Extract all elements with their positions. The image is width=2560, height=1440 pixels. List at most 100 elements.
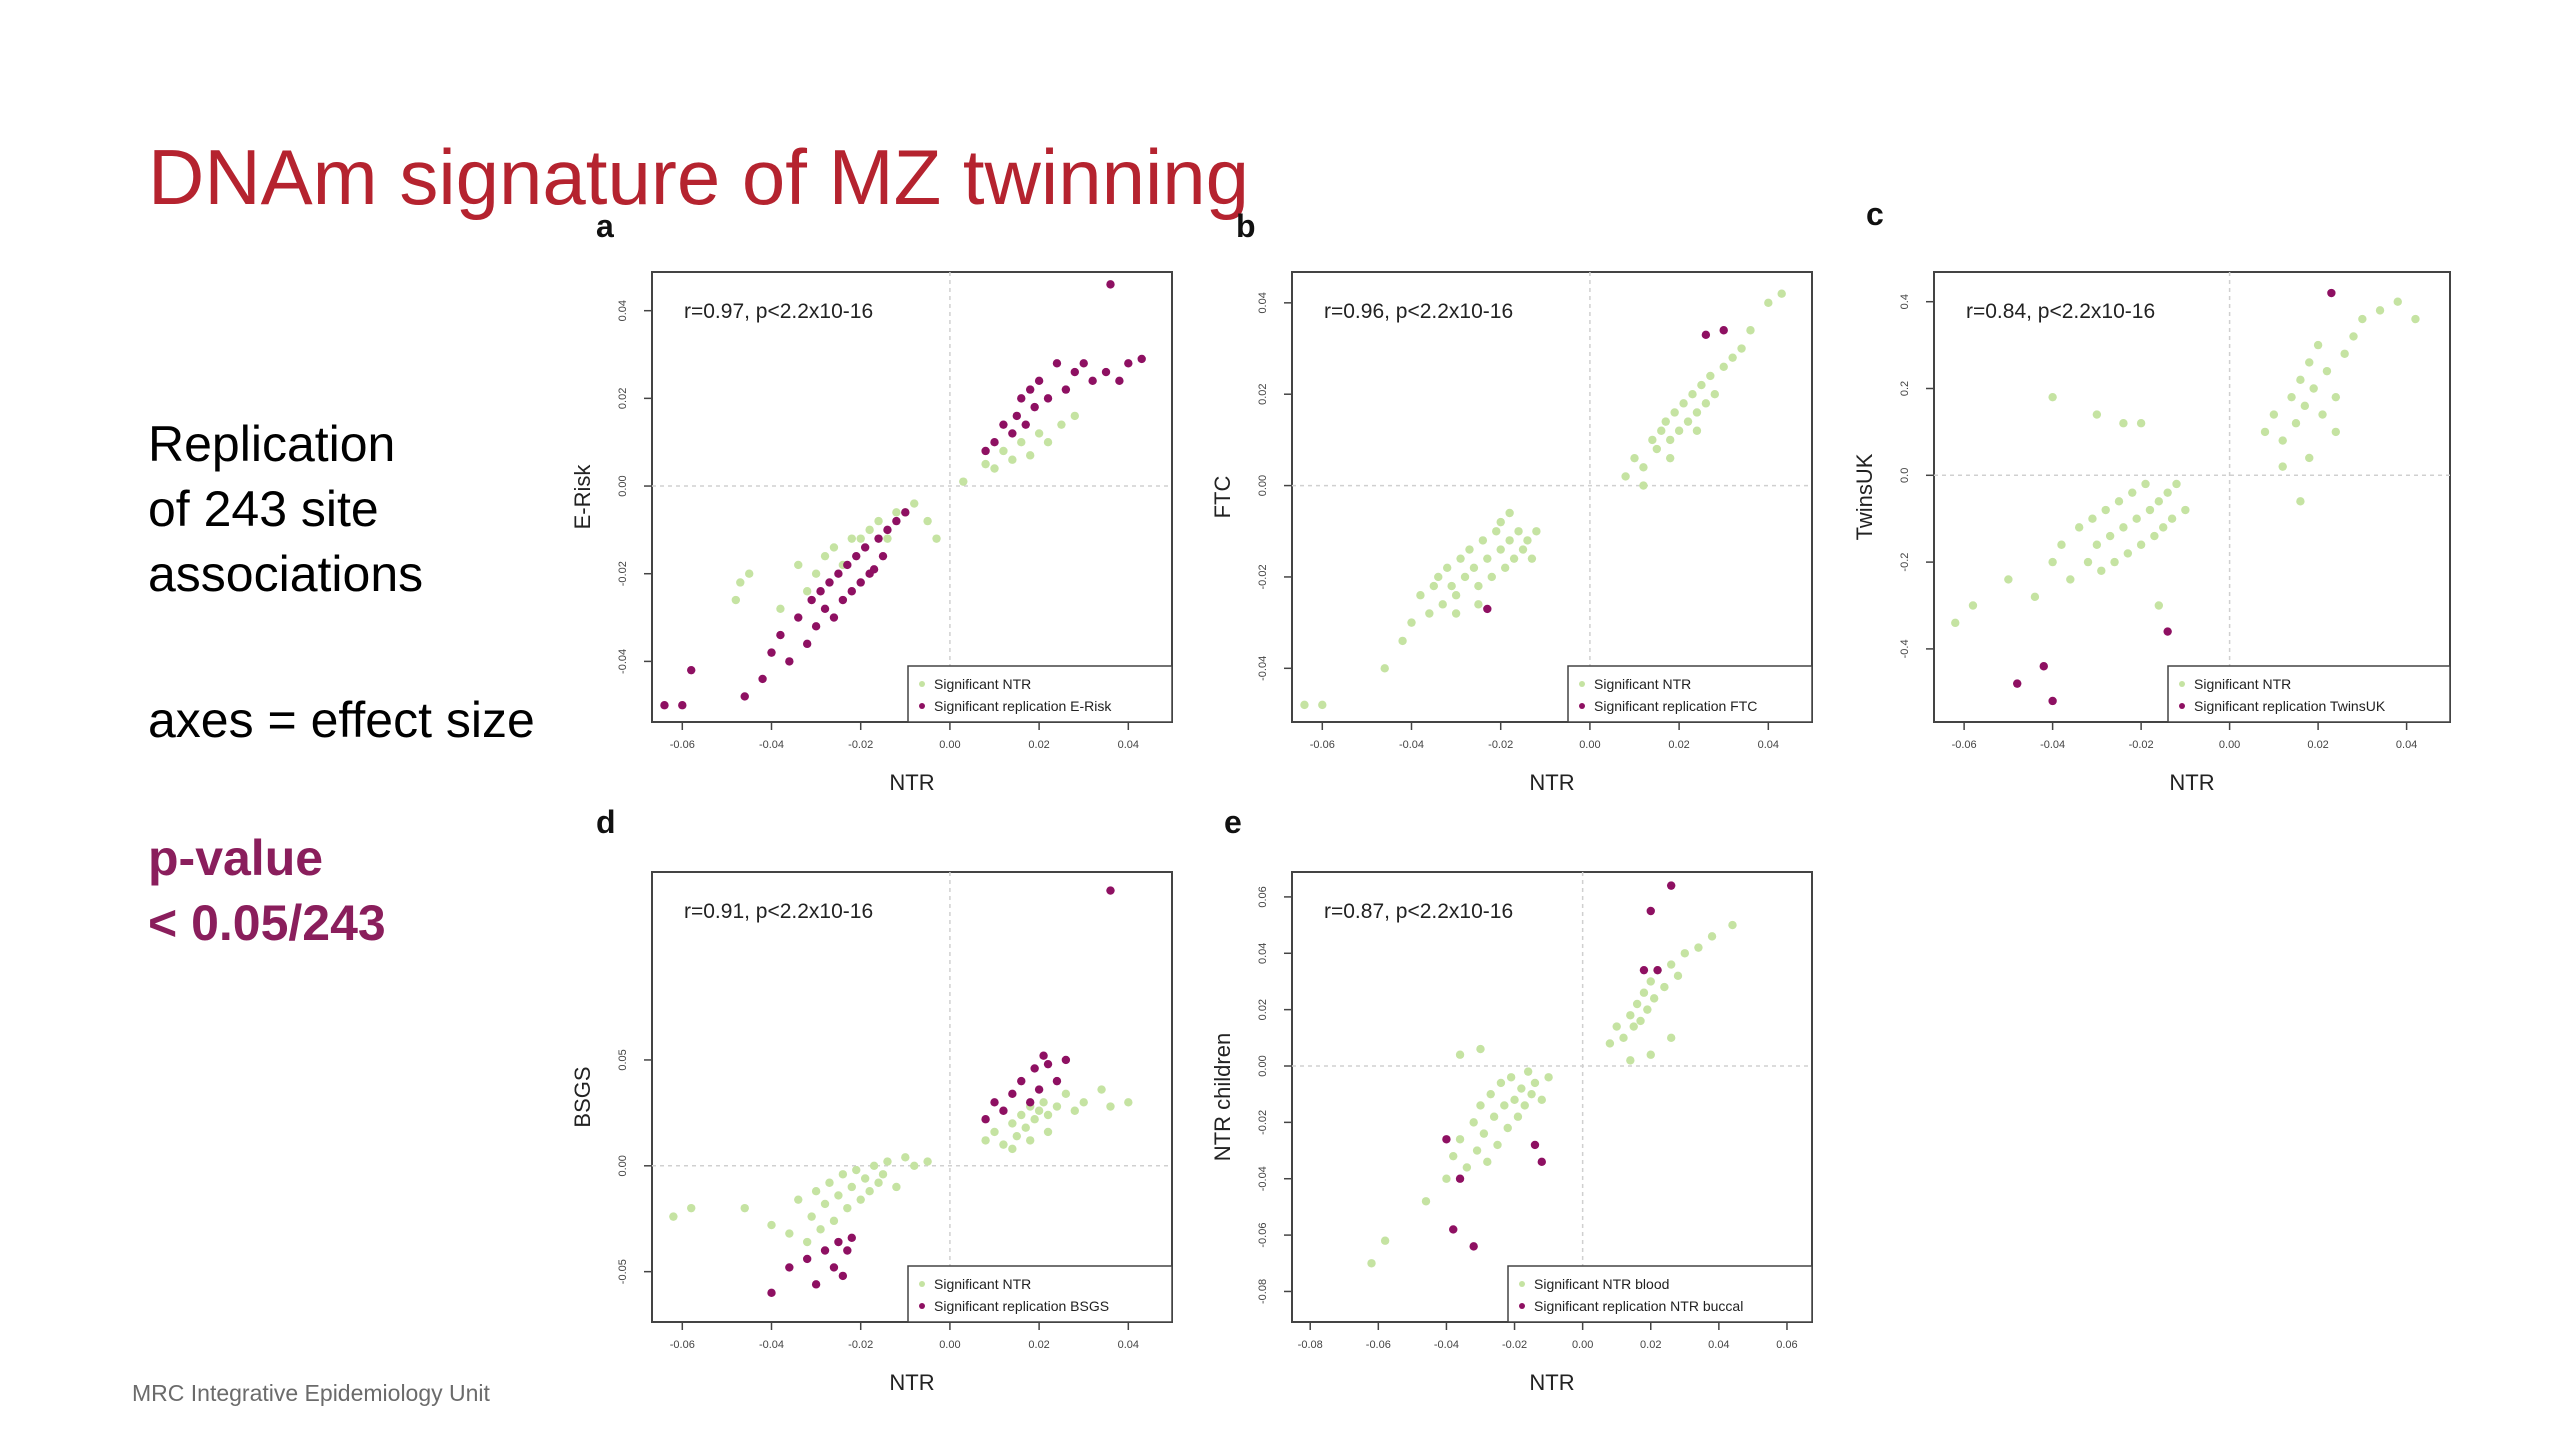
x-axis-label: NTR (2169, 770, 2214, 795)
panel-letter: e (1224, 804, 1242, 840)
replication-point (829, 613, 839, 622)
replication-point (767, 648, 776, 657)
x-tick-label: -0.06 (670, 739, 695, 751)
replication-point (687, 665, 696, 675)
ntr-point (1476, 1101, 1485, 1110)
ntr-point (1777, 289, 1786, 298)
ntr-point (2300, 401, 2310, 411)
y-tick-label: -0.02 (617, 561, 629, 586)
y-tick-label: 0.00 (617, 475, 629, 496)
panel-letter: d (596, 804, 616, 840)
ntr-point (1503, 1123, 1512, 1133)
legend-marker (2179, 681, 2185, 687)
ntr-point (1451, 609, 1461, 618)
replication-point (1039, 1051, 1048, 1060)
ntr-point (1537, 1095, 1546, 1105)
x-tick-label: 0.04 (1118, 1339, 1139, 1351)
replication-point (811, 622, 821, 631)
ntr-point (1043, 438, 1053, 447)
ntr-point (2150, 531, 2159, 541)
ntr-point (2278, 436, 2287, 445)
replication-point (1021, 420, 1030, 429)
ntr-point (990, 1127, 999, 1137)
replication-point (776, 630, 785, 640)
ntr-point (1661, 417, 1670, 426)
y-tick-label: 0.04 (1257, 943, 1269, 964)
ntr-point (865, 525, 874, 535)
legend-entry: Significant NTR (2194, 676, 2291, 692)
ntr-point (1039, 1098, 1048, 1107)
ntr-point (1021, 1123, 1030, 1132)
replication-point (2163, 627, 2172, 636)
ntr-point (2393, 297, 2402, 306)
plot-frame (1933, 271, 2451, 723)
replication-point (1043, 1059, 1053, 1069)
legend-entry: Significant replication E-Risk (934, 698, 1112, 714)
replication-point (811, 1280, 821, 1289)
ntr-point (1646, 1050, 1655, 1059)
x-tick-label: -0.02 (2129, 739, 2154, 751)
y-tick-label: 0.06 (1257, 886, 1269, 907)
y-axis-label: BSGS (570, 1066, 595, 1127)
legend-marker (919, 1281, 925, 1287)
ntr-point (1646, 977, 1655, 986)
correlation-annotation: r=0.87, p<2.2x10-16 (1324, 900, 1513, 923)
replication-point (834, 569, 843, 578)
panel-letter: a (596, 208, 614, 244)
x-tick-label: -0.06 (1310, 739, 1335, 751)
ntr-point (1518, 545, 1528, 554)
ntr-point (1506, 1073, 1516, 1082)
ntr-point (1070, 1106, 1079, 1115)
ntr-point (1079, 1098, 1088, 1107)
x-tick-label: 0.02 (1028, 1339, 1049, 1351)
ntr-point (856, 1195, 865, 1204)
ntr-point (811, 1187, 821, 1196)
y-tick-label: -0.02 (1257, 1110, 1269, 1135)
ntr-point (847, 1182, 856, 1192)
ntr-point (852, 1165, 861, 1175)
y-tick-label: -0.05 (617, 1259, 629, 1284)
replication-point (874, 534, 883, 543)
ntr-point (794, 1195, 803, 1204)
pvalue-note: p-value < 0.05/243 (148, 830, 386, 951)
x-tick-label: -0.06 (1952, 739, 1977, 751)
ntr-point (1509, 554, 1519, 563)
scatter-panel-b: b -0.06 -0.04 -0.02 0.00 0.02 0.04 -0.04 -0.02 0.… (1210, 208, 1813, 795)
replication-point (990, 1098, 999, 1107)
ntr-point (1764, 298, 1773, 308)
legend-entry: Significant replication TwinsUK (2194, 698, 2386, 714)
replication-point (758, 674, 767, 684)
slide-title: DNAm signature of MZ twinning (148, 133, 1250, 221)
ntr-point (2119, 523, 2128, 532)
ntr-point (1434, 572, 1443, 582)
ntr-point (1070, 411, 1079, 421)
ntr-point (2066, 575, 2075, 584)
ntr-point (990, 464, 999, 473)
ntr-point (892, 1182, 901, 1192)
ntr-point (2318, 410, 2327, 419)
replication-point (1052, 359, 1062, 368)
replication-point (2327, 288, 2336, 298)
replication-point (834, 1237, 843, 1247)
ntr-point (1496, 1078, 1506, 1088)
x-tick-label: -0.02 (1502, 1339, 1527, 1351)
ntr-point (2110, 557, 2119, 567)
ntr-point (860, 1174, 870, 1183)
replication-point (838, 1271, 848, 1281)
replication-point (1008, 429, 1017, 438)
ntr-point (829, 543, 839, 552)
ntr-point (1530, 1078, 1540, 1088)
replication-point (1442, 1135, 1451, 1144)
ntr-point (1034, 429, 1044, 438)
x-tick-label: 0.00 (1579, 739, 1600, 751)
ntr-point (1043, 1110, 1053, 1120)
replication-point (767, 1288, 776, 1298)
ntr-point (1728, 920, 1737, 930)
replication-point (1106, 280, 1115, 289)
correlation-annotation: r=0.91, p<2.2x10-16 (684, 900, 873, 923)
ntr-point (1300, 700, 1309, 710)
ntr-point (1483, 554, 1492, 563)
ntr-point (2349, 332, 2358, 341)
ntr-point (1719, 362, 1728, 371)
ntr-point (2154, 601, 2164, 610)
